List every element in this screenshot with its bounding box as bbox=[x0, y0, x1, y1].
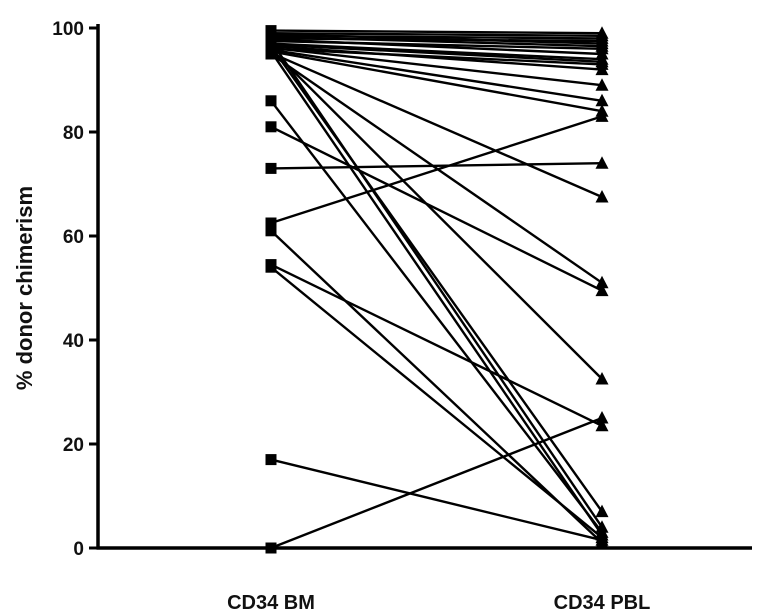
bm-point-21 bbox=[265, 45, 277, 57]
pair-line-8 bbox=[270, 39, 603, 50]
pair-line-29 bbox=[270, 458, 603, 542]
y-tick-label-80: 80 bbox=[63, 123, 84, 144]
pair-line-11 bbox=[270, 45, 603, 71]
pair-line-23 bbox=[270, 125, 603, 292]
pair-line-17 bbox=[270, 53, 603, 284]
pbl-point-19 bbox=[595, 504, 609, 518]
pbl-point-14 bbox=[595, 93, 609, 107]
pbl-point-23 bbox=[595, 283, 609, 297]
pair-line-18 bbox=[270, 47, 603, 380]
pair-line-25 bbox=[270, 115, 603, 225]
pbl-point-30 bbox=[595, 411, 609, 424]
pbl-point-18 bbox=[595, 372, 609, 385]
y-tick-label-20: 20 bbox=[63, 435, 84, 456]
bm-point-24 bbox=[265, 162, 277, 174]
pbl-point-24 bbox=[595, 156, 609, 169]
markers bbox=[265, 25, 609, 554]
pair-line-15 bbox=[270, 50, 603, 113]
bm-point-22 bbox=[265, 95, 277, 107]
y-tick-label-40: 40 bbox=[63, 331, 84, 352]
pair-line-22 bbox=[270, 100, 603, 534]
y-tick-label-0: 0 bbox=[73, 539, 84, 560]
pbl-point-13 bbox=[595, 57, 609, 70]
bm-point-26 bbox=[265, 225, 277, 237]
pbl-point-12 bbox=[595, 78, 609, 91]
ticks: 0 20 40 60 80 100 bbox=[52, 19, 98, 560]
x-category-label-1: CD34 BM bbox=[227, 592, 315, 614]
pbl-point-16 bbox=[595, 190, 609, 203]
pair-line-9 bbox=[270, 42, 603, 61]
pair-line-24 bbox=[270, 162, 603, 170]
pair-line-14 bbox=[270, 48, 603, 102]
pair-line-12 bbox=[270, 46, 603, 87]
y-tick-label-100: 100 bbox=[52, 19, 84, 40]
y-axis-title: % donor chimerism bbox=[12, 186, 37, 390]
pair-line-16 bbox=[270, 51, 603, 199]
y-tick-label-60: 60 bbox=[63, 227, 84, 248]
pbl-point-27 bbox=[595, 418, 609, 432]
pbl-point-25 bbox=[595, 109, 609, 122]
pbl-point-17 bbox=[595, 275, 609, 289]
pair-line-1 bbox=[270, 29, 603, 35]
pair-line-30 bbox=[270, 416, 603, 550]
pair-line-2 bbox=[270, 32, 603, 37]
pbl-point-29 bbox=[595, 533, 609, 546]
pair-line-6 bbox=[270, 37, 603, 43]
pair-line-4 bbox=[270, 34, 603, 40]
pair-line-21 bbox=[270, 50, 603, 536]
pair-line-10 bbox=[270, 43, 603, 63]
category-labels: CD34 BM CD34 PBL bbox=[227, 592, 650, 614]
pair-line-20 bbox=[270, 40, 603, 528]
bm-point-28 bbox=[265, 261, 277, 273]
pbl-point-8 bbox=[595, 41, 609, 55]
axes bbox=[96, 24, 752, 550]
pair-line-26 bbox=[270, 229, 603, 544]
x-category-label-2: CD34 PBL bbox=[554, 592, 651, 614]
bm-point-29 bbox=[265, 454, 277, 466]
pair-line-28 bbox=[270, 266, 603, 539]
bm-point-20 bbox=[265, 35, 277, 47]
pair-line-27 bbox=[270, 263, 603, 427]
pair-line-13 bbox=[270, 47, 603, 66]
bm-point-23 bbox=[265, 121, 277, 133]
pair-lines bbox=[270, 29, 603, 550]
bm-point-25 bbox=[265, 217, 277, 229]
pbl-point-6 bbox=[595, 34, 609, 47]
